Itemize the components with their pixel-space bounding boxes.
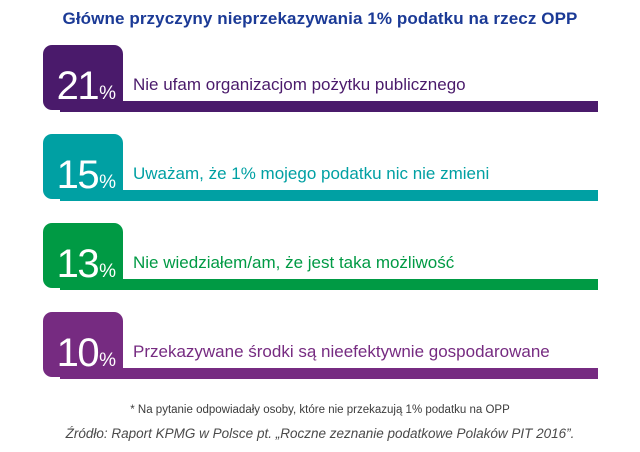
percent-group: 15 % xyxy=(56,153,116,198)
footnote: * Na pytanie odpowiadały osoby, które ni… xyxy=(130,404,510,416)
reason-row: 21 % Nie ufam organizacjom pożytku publi… xyxy=(0,45,640,115)
value-bar xyxy=(60,279,598,290)
value-bar xyxy=(60,190,598,201)
percent-group: 13 % xyxy=(56,242,116,287)
percent-badge: 13 % xyxy=(43,223,123,288)
percent-group: 10 % xyxy=(56,331,116,376)
percent-badge: 21 % xyxy=(43,45,123,110)
percent-value: 13 xyxy=(56,242,100,287)
reason-label: Nie ufam organizacjom pożytku publiczneg… xyxy=(133,75,466,94)
reason-label: Nie wiedziałem/am, że jest taka możliwoś… xyxy=(133,253,455,272)
percent-badge: 10 % xyxy=(43,312,123,377)
reason-row: 13 % Nie wiedziałem/am, że jest taka moż… xyxy=(0,223,640,293)
reason-label: Uważam, że 1% mojego podatku nic nie zmi… xyxy=(133,164,490,183)
percent-sign: % xyxy=(99,83,116,105)
reason-row: 10 % Przekazywane środki są nieefektywni… xyxy=(0,312,640,382)
source-citation: Źródło: Raport KPMG w Polsce pt. „Roczne… xyxy=(65,426,575,441)
percent-value: 15 xyxy=(56,153,100,198)
percent-value: 21 xyxy=(56,64,100,109)
percent-sign: % xyxy=(99,350,116,372)
percent-group: 21 % xyxy=(56,64,116,109)
percent-sign: % xyxy=(99,261,116,283)
percent-value: 10 xyxy=(56,331,100,376)
reason-label: Przekazywane środki są nieefektywnie gos… xyxy=(133,342,550,361)
percent-badge: 15 % xyxy=(43,134,123,199)
reason-row: 15 % Uważam, że 1% mojego podatku nic ni… xyxy=(0,134,640,204)
value-bar xyxy=(60,101,598,112)
chart-title: Główne przyczyny nieprzekazywania 1% pod… xyxy=(62,9,578,28)
value-bar xyxy=(60,368,598,379)
percent-sign: % xyxy=(99,172,116,194)
